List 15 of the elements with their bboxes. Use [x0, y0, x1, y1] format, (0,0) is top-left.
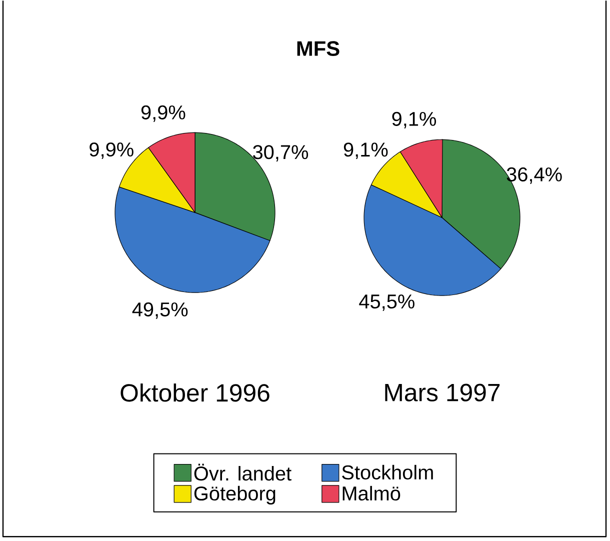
slice-label: Mars 1997: [385, 384, 500, 402]
legend-label: Stockholm: [342, 465, 433, 480]
data-label: 36,4%: [506, 168, 562, 184]
slice-label: Oktober 1996: [120, 384, 270, 402]
chart-title: MFS: [297, 41, 340, 56]
data-label: 45,5%: [359, 294, 414, 312]
data-label: 30,7%: [253, 145, 308, 162]
legend-label: Göteborg: [194, 486, 276, 505]
data-label: 49,5%: [132, 302, 188, 320]
legend-label: Övr. landet: [194, 464, 292, 481]
data-label: 9,1%: [392, 112, 436, 129]
legend-label: Malmö: [342, 486, 400, 501]
data-label: 9,9%: [90, 142, 134, 160]
data-label: 9,1%: [344, 142, 388, 160]
data-label: 9,9%: [141, 106, 186, 122]
